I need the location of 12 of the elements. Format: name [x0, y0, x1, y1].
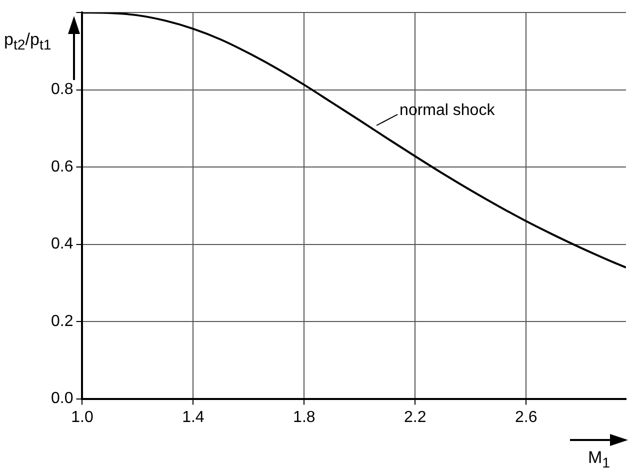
- x-tick-label: 1.4: [182, 408, 204, 426]
- x-tick-label: 2.6: [515, 408, 538, 426]
- y-tick-label: 0.6: [50, 158, 74, 176]
- y-tick-label: 0.8: [50, 81, 74, 98]
- y-tick-label: 0.4: [50, 236, 74, 253]
- y-axis-title: p$_{t2}$/p$_{t1}$: [4, 30, 52, 54]
- x-tick-label: 1.0: [71, 408, 94, 426]
- x-tick-label: 2.2: [404, 408, 426, 426]
- y-tick-label: 0.2: [50, 312, 74, 330]
- y-tick-label: 0.0: [50, 390, 74, 408]
- x-tick-label: 1.8: [293, 408, 316, 426]
- x-axis-title: M$_{1}$: [588, 448, 610, 470]
